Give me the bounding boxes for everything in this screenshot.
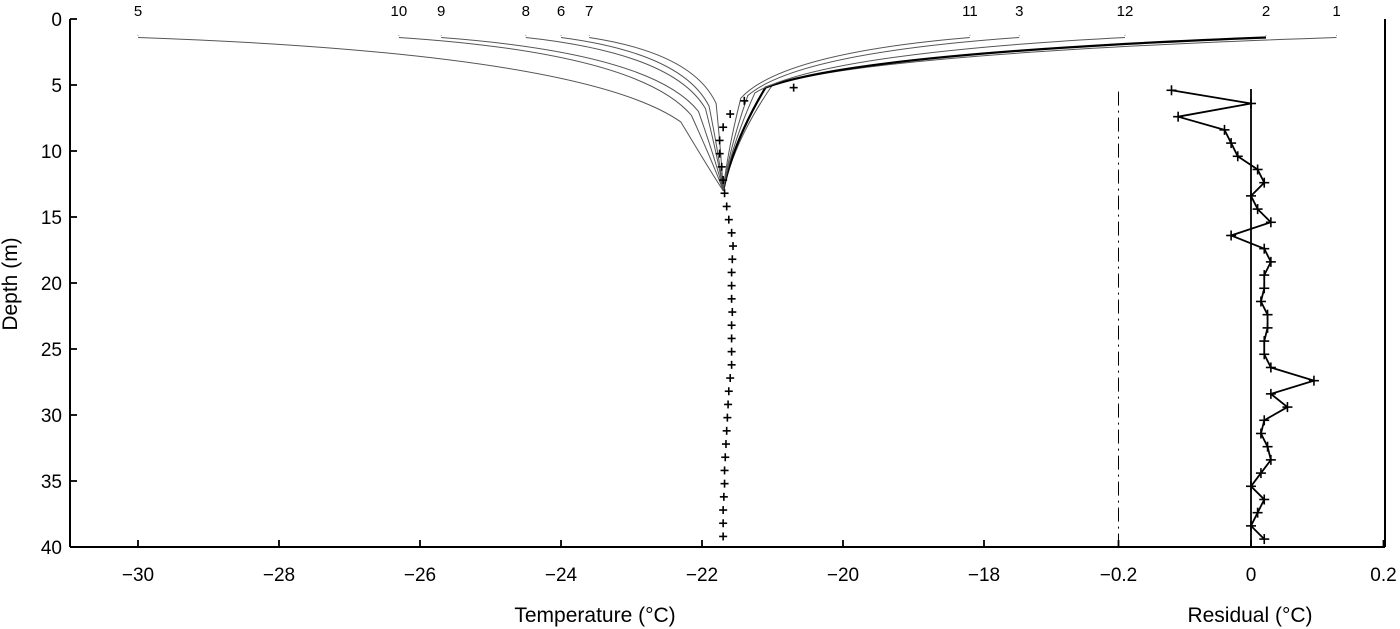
y-tick-label: 5 (51, 76, 62, 97)
model-curve-9 (441, 36, 724, 191)
curve-label: 9 (437, 3, 445, 20)
x-tick-label: −20 (827, 565, 859, 586)
x-tick-label: −28 (263, 565, 295, 586)
model-curve-6 (560, 36, 724, 191)
curve-label: 1 (1332, 3, 1340, 20)
residual-x-tick-label: −0.2 (1100, 565, 1138, 586)
model-curve-3 (722, 36, 1020, 191)
curve-label: 5 (134, 3, 142, 20)
y-tick-label: 10 (41, 142, 62, 163)
curve-label: 8 (522, 3, 530, 20)
y-tick-label: 20 (41, 274, 62, 295)
x-tick-label: −22 (686, 565, 718, 586)
y-tick-label: 30 (41, 406, 62, 427)
x-tick-label: −30 (122, 565, 154, 586)
curve-label: 11 (962, 3, 978, 20)
residual-panel: −0.2 0 0.2 (1100, 85, 1397, 586)
residual-x-tick-label: 0.2 (1370, 565, 1396, 586)
y-tick-label: 15 (41, 208, 62, 229)
residual-x-tick-label: 0 (1246, 565, 1257, 586)
model-curve-7 (589, 36, 724, 191)
model-curve-8 (525, 36, 724, 191)
x-tick-label: −24 (545, 565, 578, 586)
curve-label: 6 (557, 3, 565, 20)
curve-label: 12 (1117, 3, 1134, 20)
model-curve-11 (722, 36, 970, 191)
y-tick-label: 25 (41, 340, 62, 361)
curve-label: 2 (1262, 3, 1270, 20)
x-axis-label: Temperature (°C) (514, 604, 675, 627)
model-curve-1 (722, 36, 1337, 191)
curve-label: 10 (391, 3, 408, 20)
model-curve-2 (722, 36, 1267, 191)
y-tick-label: 0 (51, 10, 62, 31)
curve-label: 3 (1015, 3, 1023, 20)
y-axis-label: Depth (m) (0, 237, 22, 330)
y-tick-label: 40 (41, 538, 62, 559)
residual-x-axis-label: Residual (°C) (1187, 604, 1312, 627)
curve-label: 7 (585, 3, 593, 20)
model-curve-5 (137, 36, 724, 191)
model-curve-10 (398, 36, 724, 191)
residual-line (1171, 89, 1318, 540)
model-curve-12 (722, 36, 1126, 191)
x-tick-label: −18 (968, 565, 1000, 586)
x-tick-label: −26 (404, 565, 436, 586)
y-tick-label: 35 (41, 472, 62, 493)
